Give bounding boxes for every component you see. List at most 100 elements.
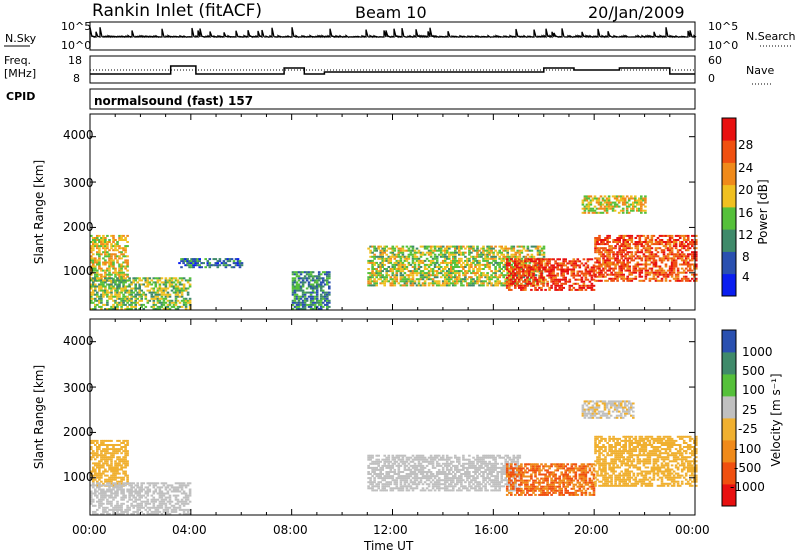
heatmap-cell xyxy=(520,288,523,291)
heatmap-cell xyxy=(460,270,463,273)
heatmap-cell xyxy=(182,510,186,513)
heatmap-cell xyxy=(106,506,109,509)
heatmap-cell xyxy=(464,276,467,279)
heatmap-cell xyxy=(474,274,477,277)
heatmap-cell xyxy=(516,276,519,279)
heatmap-cell xyxy=(656,273,660,276)
heatmap-cell xyxy=(164,283,168,286)
heatmap-cell xyxy=(297,285,301,288)
heatmap-cell xyxy=(96,513,99,515)
heatmap-cell xyxy=(468,251,471,254)
heatmap-cell xyxy=(375,483,378,486)
heatmap-cell xyxy=(152,299,156,302)
heatmap-cell xyxy=(192,262,195,265)
heatmap-cell xyxy=(620,267,623,270)
heatmap-cell xyxy=(585,197,589,200)
heatmap-cell xyxy=(654,263,658,266)
heatmap-cell xyxy=(598,271,601,274)
heatmap-cell xyxy=(413,475,417,478)
heatmap-cell xyxy=(568,278,572,281)
heatmap-cell xyxy=(397,253,401,256)
heatmap-cell xyxy=(226,260,230,263)
heatmap-cell xyxy=(508,278,511,281)
heatmap-cell xyxy=(581,199,585,202)
heatmap-cell xyxy=(668,243,672,246)
heatmap-cell xyxy=(401,460,405,463)
heatmap-cell xyxy=(397,270,401,273)
heatmap-cell xyxy=(164,305,168,308)
heatmap-cell xyxy=(309,293,313,296)
heatmap-cell xyxy=(114,468,117,471)
heatmap-cell xyxy=(96,237,99,239)
heatmap-cell xyxy=(421,261,425,264)
heatmap-cell xyxy=(425,263,429,266)
power-cb-tick-16: 16 xyxy=(738,206,753,220)
heatmap-cell xyxy=(638,271,642,274)
heatmap-cell xyxy=(226,264,230,267)
heatmap-cell xyxy=(180,484,184,487)
heatmap-cell xyxy=(445,460,449,463)
heatmap-cell xyxy=(622,234,625,237)
heatmap-cell xyxy=(375,475,378,478)
heatmap-cell xyxy=(94,299,97,302)
heatmap-cell xyxy=(405,487,409,490)
heatmap-cell xyxy=(616,275,619,278)
heatmap-cell xyxy=(379,249,382,252)
heatmap-cell xyxy=(94,279,97,282)
heatmap-cell xyxy=(154,488,158,491)
heatmap-cell xyxy=(608,247,611,250)
heatmap-cell xyxy=(472,272,475,275)
heatmap-cell xyxy=(116,480,119,483)
heatmap-cell xyxy=(311,283,315,286)
heatmap-cell xyxy=(648,267,652,270)
heatmap-cell xyxy=(623,199,627,202)
heatmap-cell xyxy=(510,278,513,281)
heatmap-cell xyxy=(134,308,137,310)
heatmap-cell xyxy=(395,483,399,486)
heatmap-cell xyxy=(114,289,117,292)
heatmap-cell xyxy=(638,207,641,210)
heatmap-cell xyxy=(297,275,301,278)
heatmap-cell xyxy=(684,275,688,278)
heatmap-cell xyxy=(166,510,170,513)
heatmap-cell xyxy=(450,259,453,262)
heatmap-cell xyxy=(630,207,633,210)
heatmap-cell xyxy=(160,486,164,489)
heatmap-cell xyxy=(682,259,686,262)
heatmap-cell xyxy=(595,207,599,210)
heatmap-cell xyxy=(122,253,125,256)
heatmap-cell xyxy=(371,454,374,457)
heatmap-cell xyxy=(293,297,297,300)
heatmap-cell xyxy=(582,280,586,283)
heatmap-cell xyxy=(593,205,597,208)
heatmap-cell xyxy=(460,251,463,254)
heatmap-cell xyxy=(305,297,309,300)
heatmap-cell xyxy=(480,276,483,279)
freq-panel: Freq. [MHz] 18 8 60 0 Nave xyxy=(4,54,774,85)
heatmap-cell xyxy=(110,308,113,310)
heatmap-cell xyxy=(522,266,526,268)
heatmap-cell xyxy=(160,293,164,296)
heatmap-cell xyxy=(560,264,563,267)
heatmap-cell xyxy=(508,268,512,270)
heatmap-cell xyxy=(504,278,507,281)
heatmap-cell xyxy=(122,289,125,292)
heatmap-cell xyxy=(152,301,156,304)
heatmap-cell xyxy=(518,262,521,265)
heatmap-cell xyxy=(92,261,95,264)
heatmap-cell xyxy=(126,305,129,308)
heatmap-cell xyxy=(295,287,299,290)
heatmap-cell xyxy=(621,195,625,198)
heatmap-cell xyxy=(399,483,403,486)
heatmap-cell xyxy=(676,275,680,278)
heatmap-cell xyxy=(448,276,451,279)
heatmap-cell xyxy=(405,456,409,459)
station-title: Rankin Inlet (fitACF) xyxy=(92,1,262,21)
heatmap-cell xyxy=(468,249,471,252)
heatmap-cell xyxy=(591,207,595,210)
heatmap-cell xyxy=(114,466,117,469)
heatmap-cell xyxy=(431,462,435,465)
heatmap-cell xyxy=(686,261,690,264)
heatmap-cell xyxy=(92,498,95,501)
heatmap-cell xyxy=(528,255,532,258)
